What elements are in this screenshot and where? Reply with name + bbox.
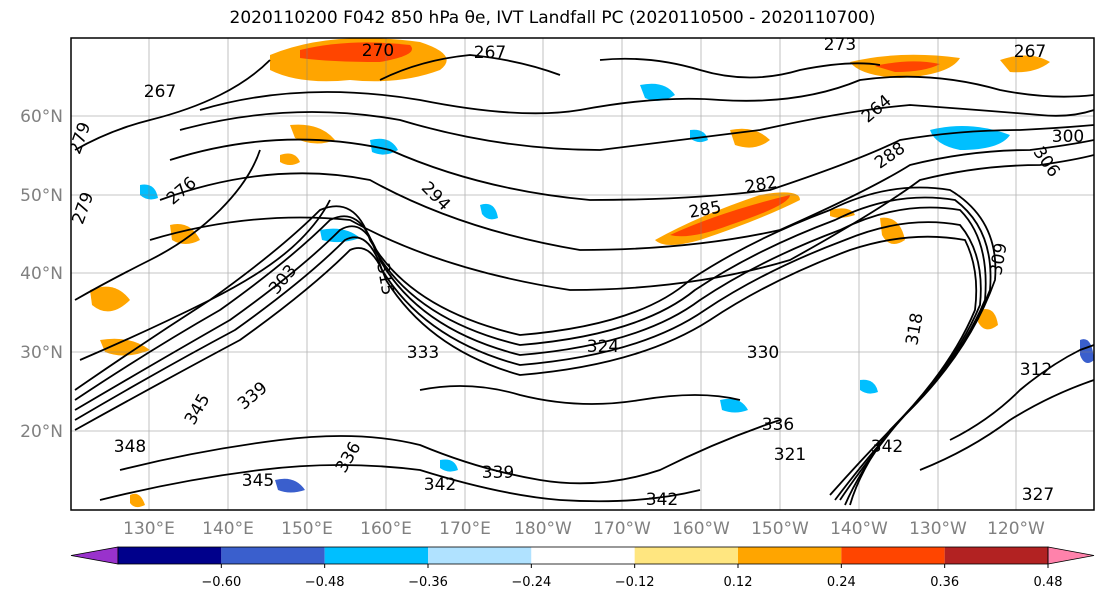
contour-label: 267	[144, 82, 176, 102]
theta-e-contours	[74, 54, 1094, 506]
longitude-tick-label: 160°W	[672, 519, 730, 539]
colorbar-segment	[531, 547, 635, 564]
longitude-tick-label: 150°W	[751, 519, 809, 539]
contour-label: 267	[474, 43, 506, 63]
longitude-tick-label: 140°W	[830, 519, 888, 539]
negative-anomaly-shading	[140, 83, 1094, 493]
colorbar-tick-label: −0.36	[408, 575, 448, 590]
colorbar-tick-labels: −0.60 −0.48 −0.36 −0.24 −0.12 0.12 0.24 0.36 0.4…	[201, 564, 1063, 590]
colorbar-segment	[738, 547, 842, 564]
contour-label: 342	[871, 437, 903, 457]
colorbar-extend-high	[1047, 546, 1095, 565]
longitude-tick-label: 120°W	[987, 519, 1045, 539]
colorbar-tick-label: 0.36	[930, 575, 959, 590]
colorbar-segment	[118, 547, 222, 564]
colorbar-frame	[117, 546, 1049, 565]
contour-label: 348	[114, 437, 146, 457]
colorbar-segment	[944, 547, 1048, 564]
map-title: 2020110200 F042 850 hPa θe, IVT Landfall…	[229, 8, 876, 28]
contour-label: 321	[774, 445, 806, 465]
colorbar-tick-label: −0.24	[511, 575, 551, 590]
longitude-tick-label: 170°E	[439, 519, 491, 539]
colorbar	[70, 546, 1095, 565]
longitude-tick-label: 170°W	[593, 519, 651, 539]
latitude-tick-label: 20°N	[20, 422, 63, 442]
contour-label: 342	[646, 490, 678, 510]
colorbar-segment	[634, 547, 738, 564]
map-frame	[70, 37, 1095, 511]
contour-label: 342	[424, 475, 456, 495]
colorbar-segment	[841, 547, 945, 564]
longitude-tick-label: 130°W	[909, 519, 967, 539]
longitude-tick-label: 180°W	[514, 519, 572, 539]
colorbar-tick-label: −0.60	[201, 575, 241, 590]
contour-label: 273	[824, 35, 856, 55]
latitude-tick-labels: 60°N 50°N 40°N 30°N 20°N	[20, 107, 63, 442]
longitude-tick-label: 130°E	[123, 519, 175, 539]
longitude-tick-labels: 130°E 140°E 150°E 160°E 170°E 180°W 170°W 160°W…	[123, 519, 1045, 539]
contour-label: 345	[242, 471, 274, 491]
longitude-tick-label: 150°E	[281, 519, 333, 539]
latitude-tick-label: 50°N	[20, 186, 63, 206]
colorbar-segment	[221, 547, 325, 564]
colorbar-tick-label: 0.24	[827, 575, 856, 590]
contour-label: 339	[482, 463, 514, 483]
contour-label: 270	[362, 41, 394, 61]
colorbar-tick-label: −0.12	[615, 575, 655, 590]
contour-label: 327	[1022, 485, 1054, 505]
contour-label: 312	[1020, 360, 1052, 380]
contour-label: 324	[587, 337, 619, 357]
colorbar-extend-low	[70, 546, 119, 565]
latitude-tick-label: 40°N	[20, 264, 63, 284]
contour-label: 336	[762, 415, 794, 435]
colorbar-tick-label: −0.48	[305, 575, 345, 590]
colorbar-segment	[428, 547, 532, 564]
contour-label: 333	[407, 343, 439, 363]
colorbar-tick-label: 0.12	[724, 575, 753, 590]
contour-label: 300	[1052, 127, 1084, 147]
longitude-tick-label: 160°E	[360, 519, 412, 539]
longitude-tick-label: 140°E	[202, 519, 254, 539]
contour-label: 267	[1014, 42, 1046, 62]
contour-label: 330	[747, 343, 779, 363]
colorbar-tick-label: 0.48	[1034, 575, 1063, 590]
lat-lon-grid	[71, 38, 1094, 510]
colorbar-segment	[324, 547, 428, 564]
latitude-tick-label: 30°N	[20, 343, 63, 363]
latitude-tick-label: 60°N	[20, 107, 63, 127]
